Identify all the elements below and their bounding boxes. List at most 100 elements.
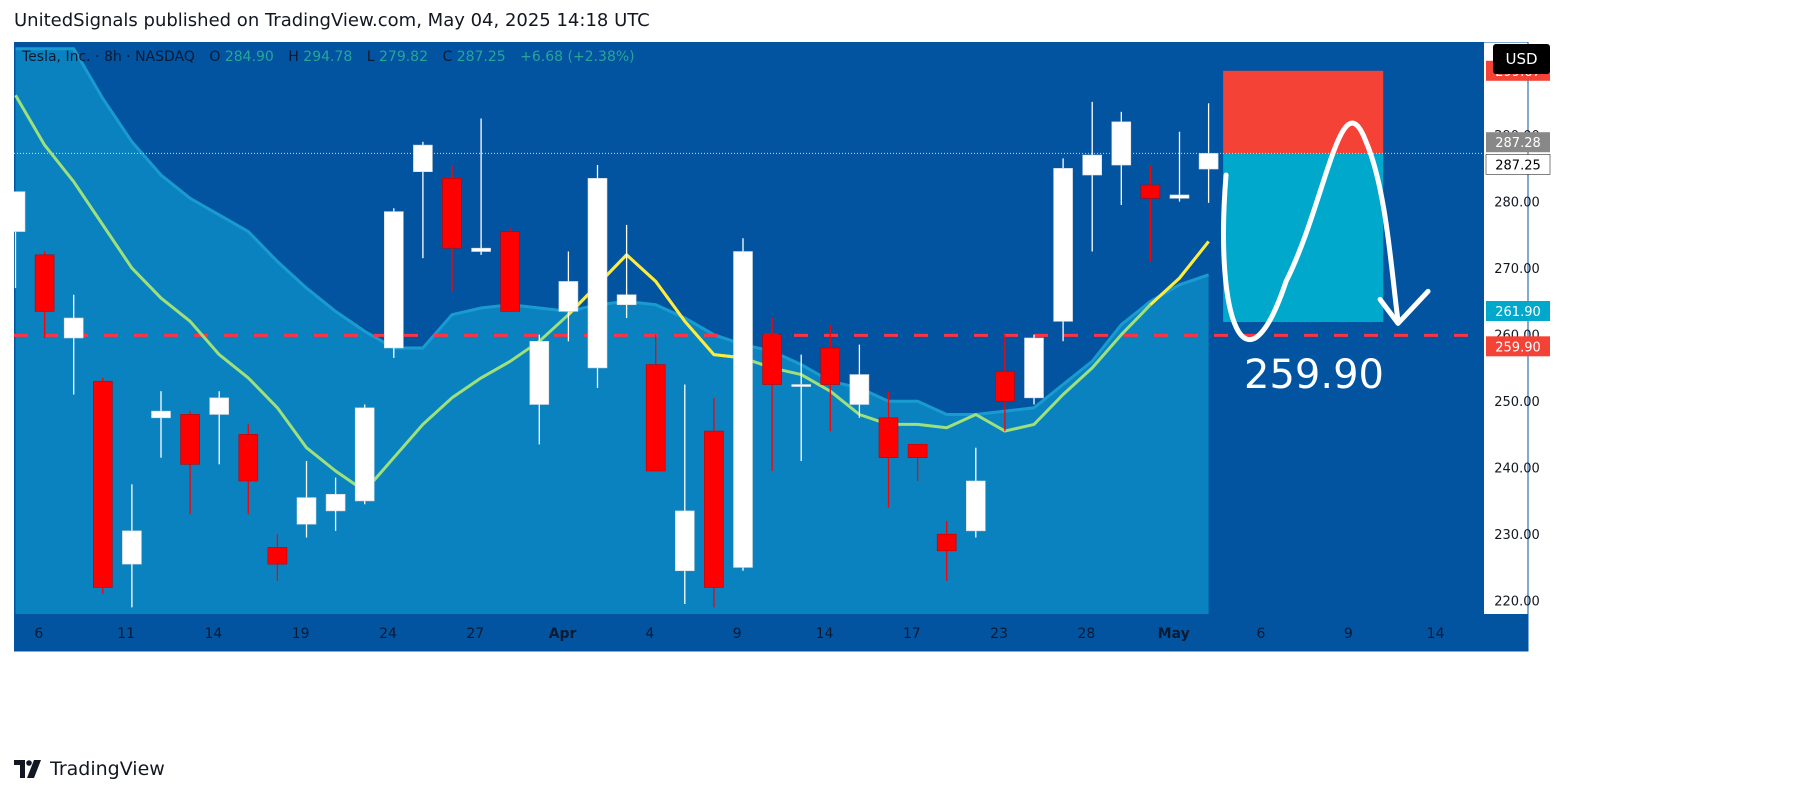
legend-low-label: L — [367, 49, 375, 65]
candle — [529, 334, 550, 445]
x-tick-label: 14 — [204, 626, 222, 642]
candle — [325, 477, 346, 531]
legend-symbol: Tesla, Inc. · 8h · NASDAQ — [21, 49, 195, 65]
y-tick-label: 250.00 — [1494, 395, 1540, 410]
legend-open-label: O — [209, 49, 220, 65]
arrow-head — [1377, 288, 1431, 326]
price-badge-label: 287.25 — [1495, 158, 1541, 173]
candle — [151, 391, 171, 458]
brand-name: TradingView — [50, 758, 165, 780]
tradingview-brand[interactable]: TradingView — [14, 758, 165, 780]
candle — [209, 391, 229, 465]
x-tick-label: Apr — [549, 626, 577, 642]
x-tick-label: May — [1158, 626, 1190, 642]
candle-body — [63, 317, 84, 339]
candle-body — [587, 178, 608, 369]
band-area — [15, 48, 1209, 614]
symbol-legend: Tesla, Inc. · 8h · NASDAQ O 284.90 H 294… — [21, 49, 635, 65]
candle — [645, 334, 666, 472]
legend-high: 294.78 — [303, 49, 352, 65]
badge-previous: 287.28 — [1486, 132, 1550, 153]
price-badge-bg — [1486, 301, 1550, 322]
x-tick-label: 11 — [117, 626, 135, 642]
candle-body — [1024, 337, 1044, 399]
band-upper-line — [15, 47, 1210, 416]
candle — [1053, 158, 1073, 342]
candle — [995, 334, 1015, 432]
x-tick-label: 6 — [1257, 626, 1266, 642]
candle — [820, 324, 841, 432]
candle — [354, 404, 375, 505]
y-tick-label: 270.00 — [1494, 262, 1540, 277]
candle-body — [995, 370, 1015, 402]
candle — [63, 294, 84, 395]
y-tick-label: 230.00 — [1494, 528, 1540, 543]
candle-body — [442, 178, 462, 249]
candle — [878, 391, 899, 508]
candle-body — [1169, 194, 1190, 199]
candle-body — [907, 444, 928, 458]
x-tick-label: 17 — [903, 626, 921, 642]
candle — [267, 534, 288, 581]
y-tick-label: 280.00 — [1494, 196, 1540, 211]
candle — [500, 228, 521, 312]
position-zones — [1223, 70, 1384, 323]
x-tick-label: 6 — [34, 626, 43, 642]
candle-body — [471, 247, 491, 252]
candle-body — [936, 533, 957, 552]
candle-body — [325, 493, 346, 512]
x-tick-label: 28 — [1077, 626, 1095, 642]
candle-body — [267, 547, 288, 565]
chart-area[interactable]: 220.00 230.00 240.00 250.00 260.00 270.00 280.… — [5, 41, 1778, 745]
candle-body — [180, 414, 200, 465]
badge-target: 259.90 — [1486, 336, 1550, 357]
candle-body — [878, 417, 899, 458]
candle-body — [1111, 121, 1132, 166]
candle — [907, 444, 928, 481]
price-levels — [14, 152, 1484, 337]
target-annotation: 259.90 — [1244, 352, 1384, 398]
time-axis-panel — [14, 614, 1528, 651]
svg-text:Tesla, Inc. · 8h · NASDAQ: Tesla, Inc. · 8h · NASDAQ O 284.90 H 294… — [21, 49, 635, 65]
badge-tp: 261.90 — [1486, 301, 1550, 322]
candle — [616, 224, 637, 319]
candle-body — [674, 510, 695, 572]
price-chart[interactable]: 220.00230.00240.00250.00260.00270.00280.… — [5, 41, 1778, 745]
legend-open: 284.90 — [225, 49, 274, 65]
candle-body — [296, 497, 317, 525]
candle — [1169, 131, 1190, 202]
candle — [965, 447, 986, 538]
candle — [93, 377, 113, 595]
candle — [791, 354, 812, 462]
candle — [122, 484, 142, 608]
legend-close: 287.25 — [457, 49, 506, 65]
legend-change: +6.68 (+2.38%) — [520, 49, 634, 65]
candle — [1082, 101, 1102, 252]
price-badge-label: 287.28 — [1495, 136, 1541, 151]
candle — [180, 411, 200, 515]
candle-body — [1140, 184, 1161, 199]
currency-label: USD — [1505, 50, 1537, 68]
price-axis: 220.00230.00240.00250.00260.00270.00280.… — [1485, 60, 1551, 610]
candle-body — [354, 407, 375, 502]
candle-body — [238, 434, 259, 482]
x-tick-label: 23 — [990, 626, 1008, 642]
candle-body — [704, 430, 724, 588]
candle — [442, 165, 462, 292]
candle-body — [209, 397, 229, 415]
y-tick-label: 220.00 — [1494, 595, 1540, 610]
candle-body — [529, 341, 550, 405]
x-tick-label: 19 — [292, 626, 310, 642]
candle — [383, 208, 404, 358]
candle — [413, 141, 433, 259]
stop-loss-zone — [1223, 70, 1384, 154]
candle-body — [558, 281, 579, 312]
currency-button[interactable]: USD — [1493, 44, 1550, 74]
wave-arrow-path — [1221, 120, 1401, 342]
tradingview-logo-icon — [14, 760, 41, 778]
candle — [936, 520, 957, 581]
candle — [733, 238, 753, 571]
candle-body — [5, 191, 26, 232]
candle-body — [1053, 168, 1073, 322]
projection-arrow — [1221, 120, 1431, 342]
